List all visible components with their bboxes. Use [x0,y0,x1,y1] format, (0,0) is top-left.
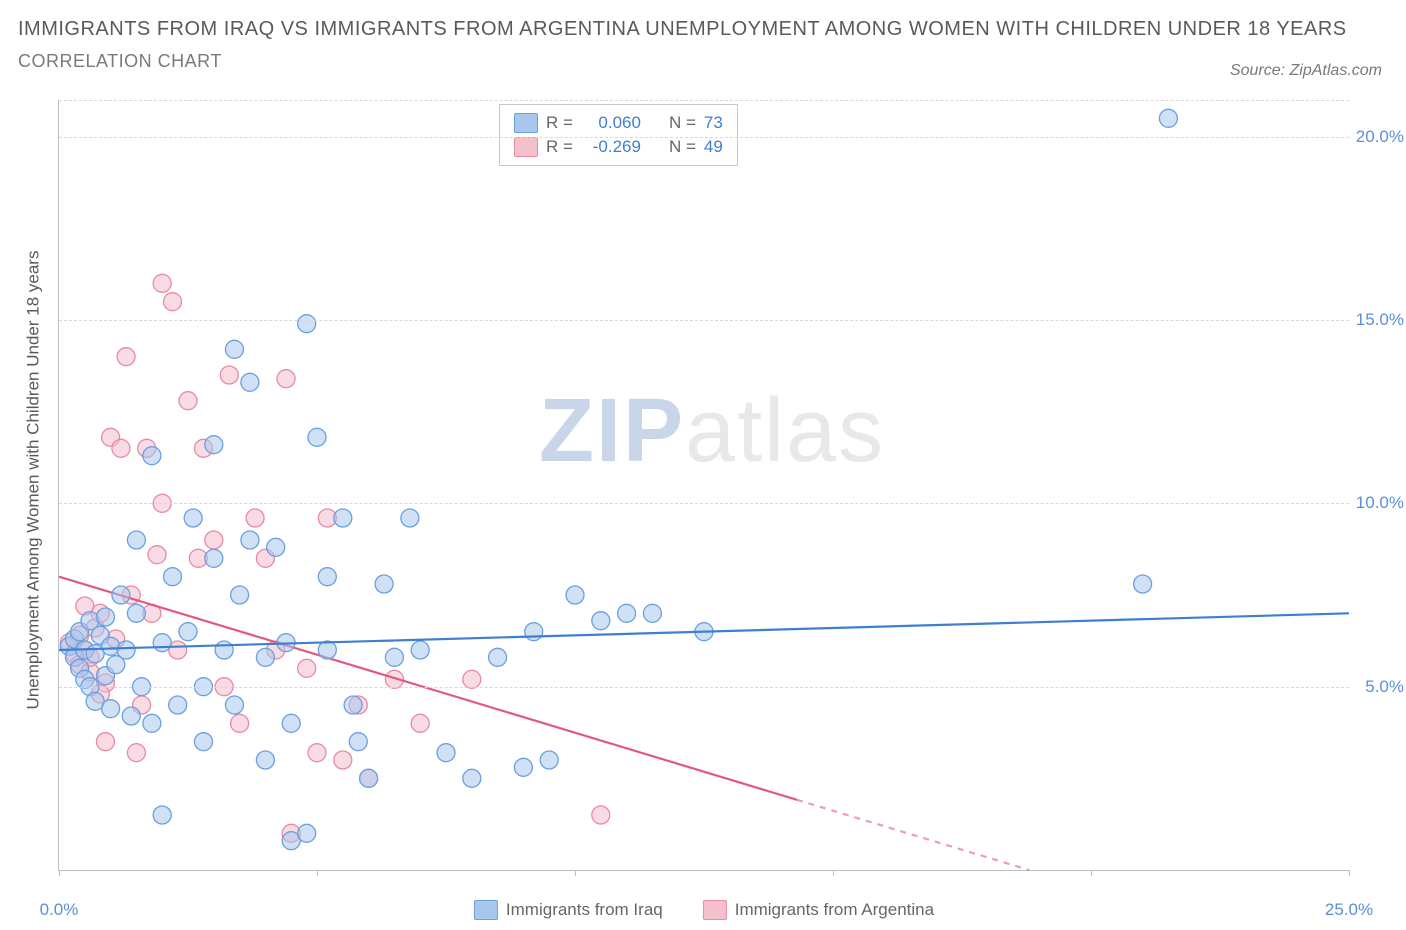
chart-title-line1: IMMIGRANTS FROM IRAQ VS IMMIGRANTS FROM … [18,18,1388,41]
series-legend: Immigrants from Iraq Immigrants from Arg… [474,900,934,920]
plot-area: ZIPatlas R = 0.060 N = 73 R = -0.269 N =… [58,100,1349,871]
swatch-iraq [474,900,498,920]
legend-label-iraq: Immigrants from Iraq [506,900,663,920]
legend-item-argentina: Immigrants from Argentina [703,900,934,920]
n-value-argentina: 49 [704,137,723,157]
y-tick-label: 20.0% [1356,127,1404,147]
legend-label-argentina: Immigrants from Argentina [735,900,934,920]
chart-title-line2: CORRELATION CHART [18,51,1388,72]
swatch-iraq [514,113,538,133]
chart-svg [59,100,1349,870]
r-label: R = [546,137,573,157]
legend-item-iraq: Immigrants from Iraq [474,900,663,920]
y-tick-label: 5.0% [1365,677,1404,697]
source-label: Source: ZipAtlas.com [1230,62,1382,80]
n-label: N = [669,113,696,133]
chart-container: Unemployment Among Women with Children U… [18,100,1388,910]
r-label: R = [546,113,573,133]
swatch-argentina [703,900,727,920]
x-tick-label: 25.0% [1325,900,1373,920]
r-value-argentina: -0.269 [581,137,641,157]
n-label: N = [669,137,696,157]
x-tick-label: 0.0% [40,900,79,920]
r-value-iraq: 0.060 [581,113,641,133]
legend-row-iraq: R = 0.060 N = 73 [514,111,723,135]
y-axis-label: Unemployment Among Women with Children U… [18,100,48,860]
y-tick-label: 10.0% [1356,493,1404,513]
correlation-legend: R = 0.060 N = 73 R = -0.269 N = 49 [499,104,738,166]
y-tick-label: 15.0% [1356,310,1404,330]
n-value-iraq: 73 [704,113,723,133]
legend-row-argentina: R = -0.269 N = 49 [514,135,723,159]
swatch-argentina [514,137,538,157]
